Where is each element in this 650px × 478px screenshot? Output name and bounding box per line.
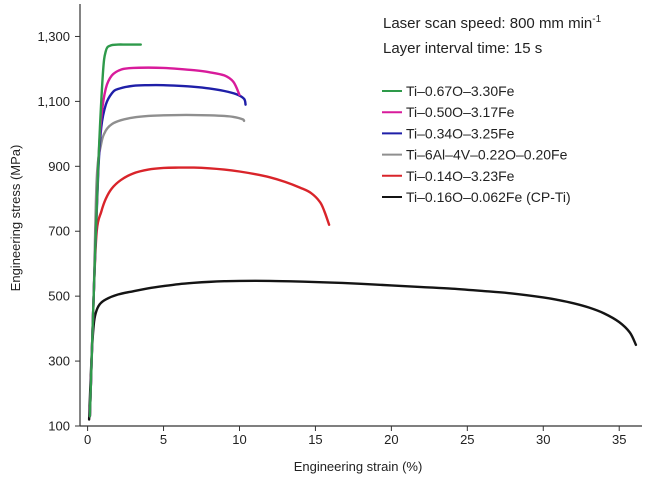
y-tick-label: 1,300 (37, 29, 70, 44)
legend-label-4: Ti–0.14O–3.23Fe (406, 168, 515, 184)
legend-label-1: Ti–0.50O–3.17Fe (406, 104, 515, 120)
legend-label-2: Ti–0.34O–3.25Fe (406, 125, 515, 141)
legend: Ti–0.67O–3.30Fe Ti–0.50O–3.17Fe Ti–0.34O–3… (382, 83, 571, 205)
series-line-4 (88, 166, 331, 418)
series-line-2 (88, 83, 247, 418)
y-axis-label: Engineering stress (MPa) (8, 145, 23, 292)
y-tick-label: 100 (48, 419, 70, 434)
series-line-1 (88, 66, 241, 418)
legend-label-0: Ti–0.67O–3.30Fe (406, 83, 515, 99)
annotation-scan-speed: Laser scan speed: 800 mm min-1 (383, 14, 602, 32)
y-tick-label: 300 (48, 354, 70, 369)
y-tick-label: 1,100 (37, 94, 70, 109)
series-line-3 (88, 113, 246, 418)
x-tick-label: 25 (460, 432, 474, 447)
annotation-block: Laser scan speed: 800 mm min-1 Layer int… (383, 14, 602, 57)
y-tick-label: 900 (48, 159, 70, 174)
y-tick-label: 700 (48, 224, 70, 239)
annotation-layer-interval: Layer interval time: 15 s (383, 40, 542, 57)
annotation-scan-speed-text: Laser scan speed: 800 mm min (383, 15, 592, 32)
y-tick-label: 500 (48, 289, 70, 304)
x-tick-label: 10 (232, 432, 246, 447)
y-axis-ticks: 100 300 500 700 900 1,100 1,300 (37, 29, 80, 434)
annotation-scan-speed-sup: -1 (592, 14, 601, 25)
x-tick-label: 5 (160, 432, 167, 447)
x-axis-ticks: 0 5 10 15 20 25 30 35 (84, 426, 626, 447)
x-tick-label: 15 (308, 432, 322, 447)
x-tick-label: 20 (384, 432, 398, 447)
series-line-5 (87, 279, 638, 421)
legend-label-5: Ti–0.16O–0.062Fe (CP-Ti) (406, 189, 571, 205)
x-tick-label: 35 (612, 432, 626, 447)
x-tick-label: 0 (84, 432, 91, 447)
plot-area (79, 4, 642, 427)
series-line-0 (88, 43, 142, 418)
x-axis-label: Engineering strain (%) (294, 459, 423, 474)
x-tick-label: 30 (536, 432, 550, 447)
series-lines (87, 43, 638, 421)
legend-label-3: Ti–6Al–4V–0.22O–0.20Fe (406, 147, 568, 163)
